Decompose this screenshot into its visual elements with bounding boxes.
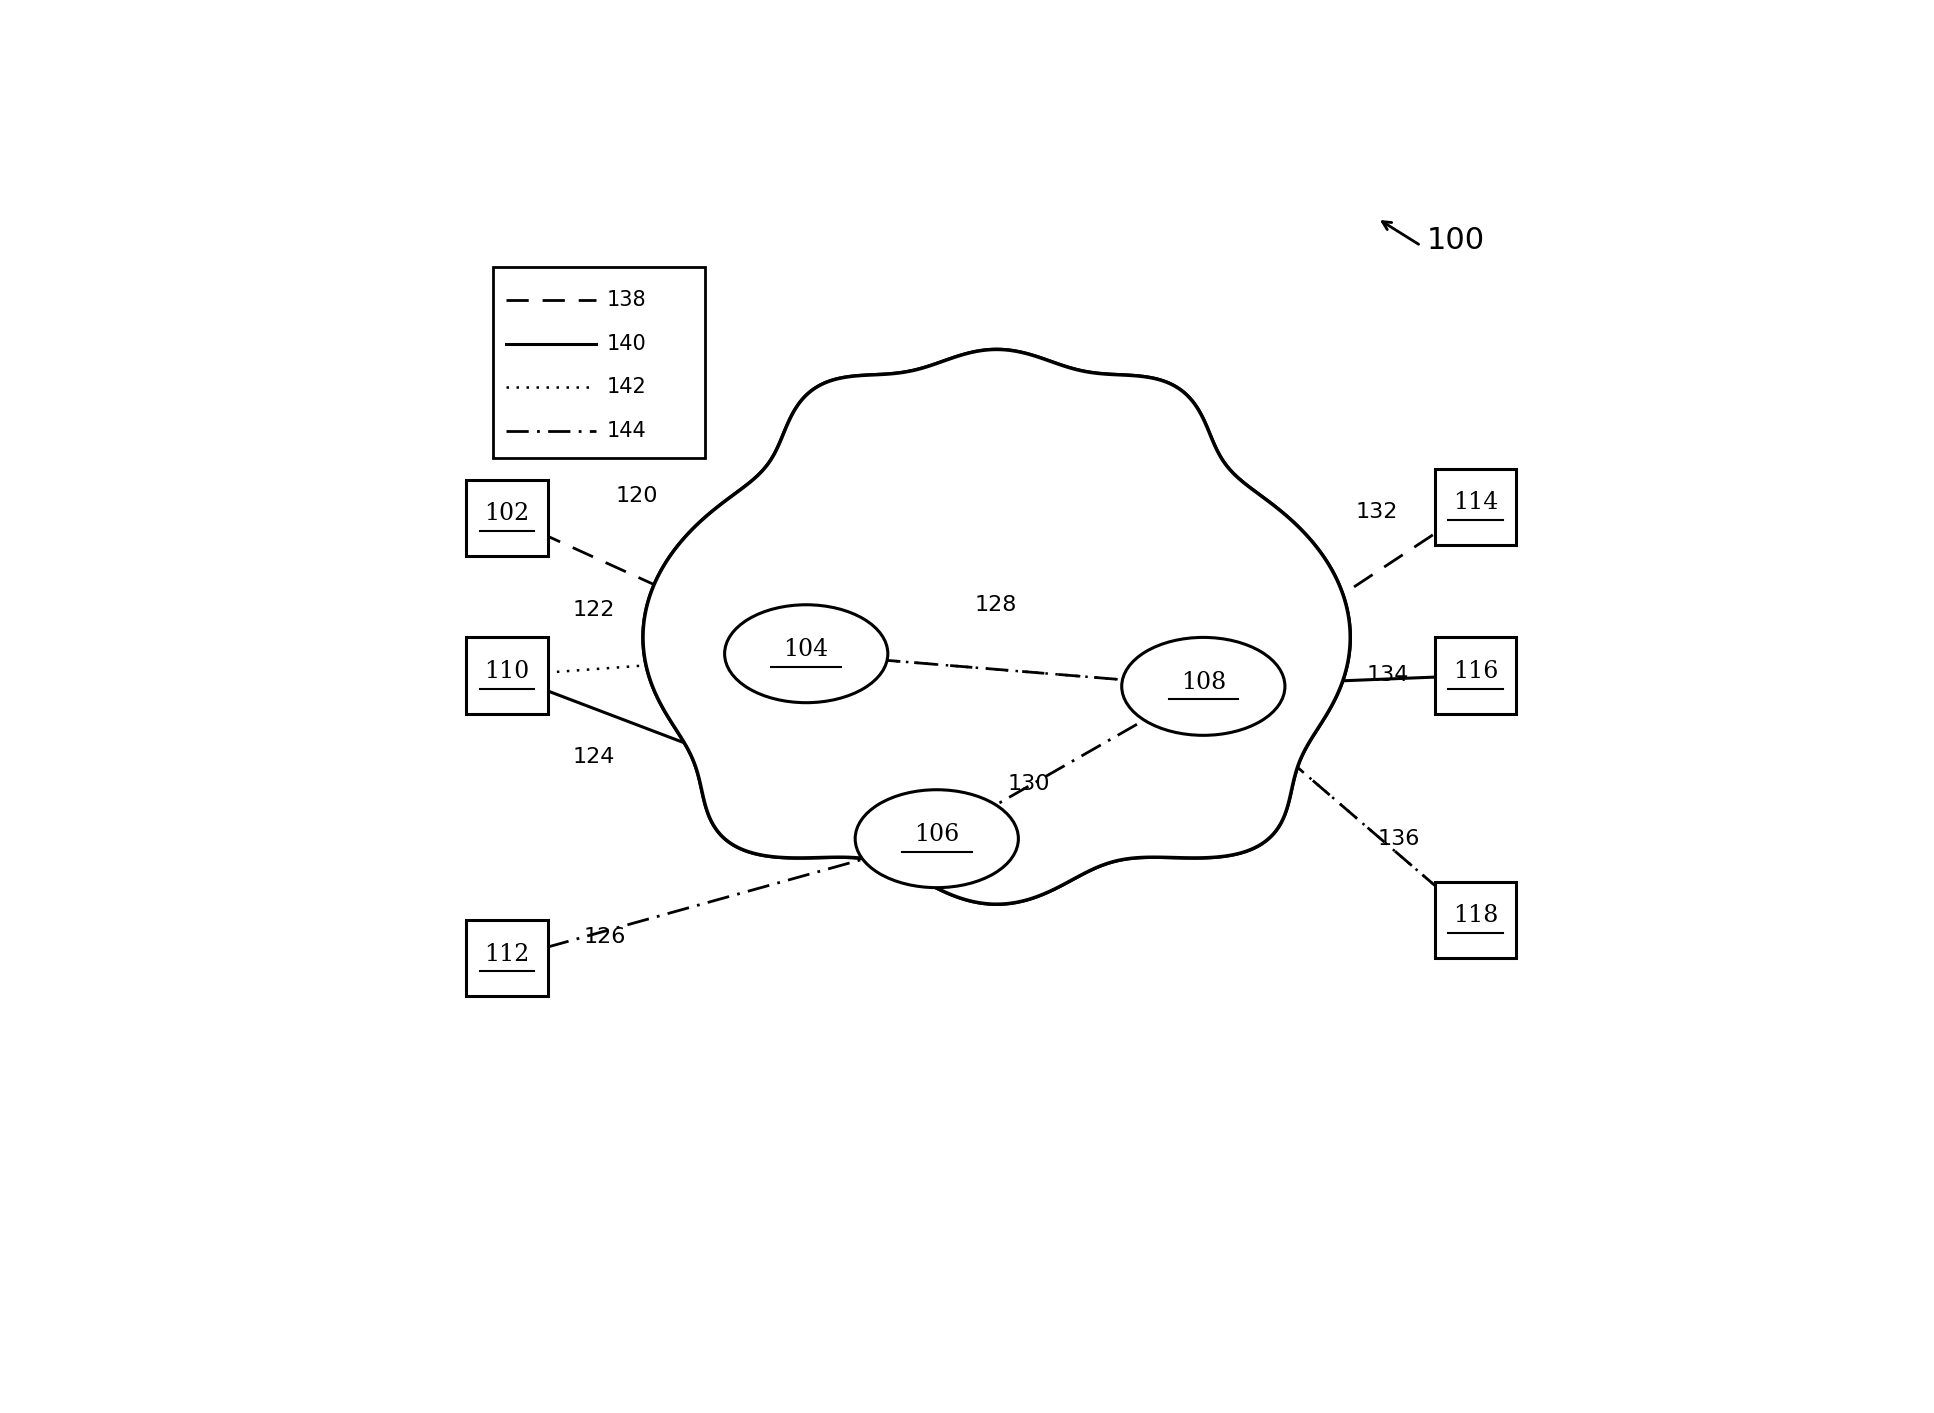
Text: 144: 144 [607,421,646,441]
FancyBboxPatch shape [493,267,706,458]
Ellipse shape [725,605,888,702]
Text: 104: 104 [783,637,830,661]
Text: 138: 138 [607,290,646,309]
Text: 136: 136 [1377,828,1420,849]
Text: 108: 108 [1182,671,1226,694]
Text: 116: 116 [1452,660,1499,682]
Text: 128: 128 [975,595,1017,615]
FancyBboxPatch shape [466,637,547,714]
Text: 112: 112 [484,942,530,965]
Text: 130: 130 [1008,774,1050,794]
Text: 134: 134 [1367,666,1408,685]
Text: 122: 122 [572,601,615,620]
FancyBboxPatch shape [466,920,547,996]
Ellipse shape [1122,637,1284,735]
Polygon shape [642,349,1350,904]
Text: 102: 102 [484,502,530,524]
Text: 132: 132 [1356,502,1398,523]
FancyBboxPatch shape [1435,882,1516,958]
FancyBboxPatch shape [466,479,547,555]
Polygon shape [642,349,1350,904]
Text: 126: 126 [584,927,625,947]
Text: 120: 120 [615,486,658,506]
FancyBboxPatch shape [1435,637,1516,714]
Text: 124: 124 [572,747,615,767]
FancyBboxPatch shape [1435,469,1516,545]
Text: 114: 114 [1452,490,1499,514]
Text: 142: 142 [607,377,646,397]
Text: 100: 100 [1427,226,1485,254]
Text: 140: 140 [607,333,646,353]
Text: 110: 110 [484,660,530,682]
Ellipse shape [855,790,1019,887]
Text: 118: 118 [1452,904,1499,927]
Text: 106: 106 [915,822,959,846]
